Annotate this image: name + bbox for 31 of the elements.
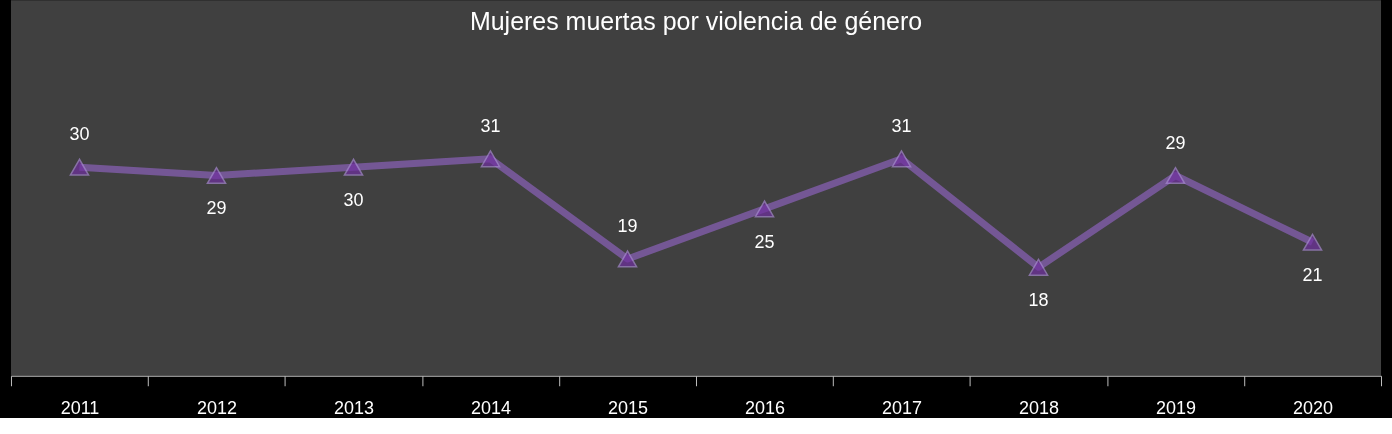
point	[69, 158, 90, 176]
point	[891, 150, 912, 168]
x-tick-label: 2016	[745, 398, 785, 419]
point	[206, 166, 227, 185]
data-label: 25	[754, 231, 775, 252]
x-tick-label: 2020	[1293, 398, 1334, 419]
point	[480, 150, 501, 168]
x-tick-label: 2014	[471, 398, 511, 419]
data-label: 31	[891, 115, 912, 136]
point	[1028, 258, 1049, 276]
x-tick-label: 2017	[882, 398, 922, 419]
data-label: 19	[617, 215, 638, 236]
point	[1165, 166, 1186, 185]
x-tick-label: 2019	[1156, 398, 1196, 419]
x-tick-label: 2011	[60, 398, 100, 419]
point	[343, 158, 364, 176]
data-label: 21	[1302, 265, 1323, 286]
x-tick-label: 2018	[1019, 398, 1059, 419]
point	[617, 250, 638, 268]
chart-title: Mujeres muertas por violencia de género	[469, 7, 923, 36]
x-tick-label: 2012	[197, 398, 237, 419]
point	[1302, 233, 1323, 251]
data-label: 29	[1165, 132, 1186, 153]
data-label: 18	[1028, 290, 1049, 311]
x-tick-label: 2013	[334, 398, 374, 419]
data-label: 29	[206, 198, 227, 219]
data-label: 30	[343, 190, 364, 211]
data-label: 30	[69, 124, 90, 145]
x-tick-label: 2015	[608, 398, 648, 419]
data-label: 31	[480, 115, 501, 136]
point	[754, 200, 775, 218]
